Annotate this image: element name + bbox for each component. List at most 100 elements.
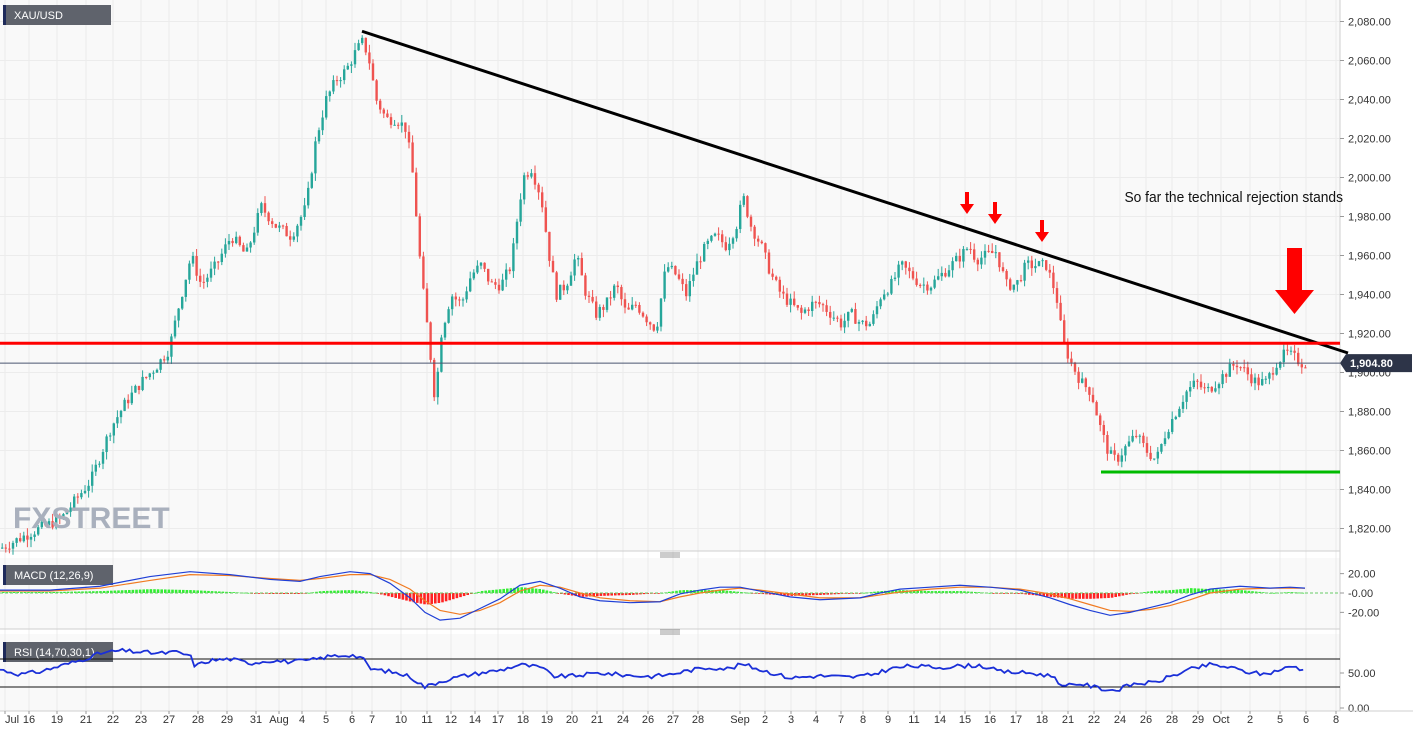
candle [404,122,407,139]
candle [1268,371,1271,385]
candle-body [357,43,360,51]
candle [209,261,213,282]
candle-body [739,204,742,230]
candle [1189,381,1192,397]
candle-body [1059,302,1062,321]
macd-bar [1215,589,1218,593]
x-tick-label: 26 [1140,714,1152,726]
macd-tick-label: 20.00 [1348,569,1376,581]
macd-bar [1038,593,1042,596]
macd-bar [225,591,228,593]
macd-bar [974,591,977,593]
macd-bar [495,589,498,593]
candle-body [152,372,155,374]
candle-body [562,284,565,291]
macd-bar [59,591,63,593]
candle-body [929,287,933,291]
candle-body [62,514,65,519]
candle [22,531,25,543]
candle-body [29,536,33,540]
candle [116,410,119,428]
y-tick-label: 2,000.00 [1348,173,1391,185]
candle-body [80,493,83,498]
candle [724,236,727,252]
candle [65,511,69,515]
candle-body [397,124,400,126]
candle [87,479,90,498]
candle [584,272,587,300]
candle-body [994,252,997,254]
macd-bar [1020,593,1024,595]
x-tick-label: 3 [788,714,794,726]
candle-body [281,225,285,227]
down-arrow-icon [1035,220,1049,242]
macd-bar [27,592,30,593]
macd-bar [876,591,880,593]
macd-bar [1092,593,1096,599]
candle [19,532,22,543]
candle [1156,447,1159,465]
candle-body [361,37,364,44]
macd-label: MACD (12,26,9) [14,570,93,582]
candle-body [87,485,90,491]
candle-body [717,233,720,235]
candle [461,297,465,307]
big-down-arrow-icon [1275,248,1314,314]
macd-bar [192,590,196,593]
macd-bar [1157,590,1161,593]
candle-body [940,272,943,277]
candle-body [33,534,36,537]
macd-bar [1179,589,1182,593]
pane-resize-handle[interactable] [660,552,680,558]
last-price-label: 1,904.80 [1350,358,1393,370]
candle [857,319,861,332]
rsi-tick-label: 50.00 [1348,668,1376,680]
candle [1048,263,1051,279]
candle [249,241,252,253]
candle-body [1279,362,1282,368]
candle [789,293,792,313]
macd-bar [1208,589,1211,593]
candle-body [879,299,882,307]
candle [321,110,324,136]
candle-body [613,285,616,298]
candle [609,290,612,306]
x-tick-label: 5 [323,714,329,726]
candle-body [965,248,969,250]
x-tick-label: 5 [1277,714,1283,726]
candle [152,370,155,380]
candle [490,278,493,283]
candle-body [1153,458,1156,460]
macd-bar [333,590,336,593]
candle [1203,382,1206,394]
candle [944,268,947,278]
macd-bar [1251,591,1254,593]
macd-bar [599,593,603,596]
candle-body [1091,394,1095,403]
candle-body [119,410,123,418]
candle [285,222,288,237]
macd-bar [671,591,675,593]
candle-body [749,216,753,227]
candle-body [105,436,108,453]
candle-body [1120,455,1123,462]
macd-bar [718,590,721,593]
candle-body [587,295,591,297]
candle [559,284,562,300]
macd-bar [927,590,930,593]
pane-resize-handle[interactable] [660,629,680,635]
macd-bar [675,590,678,593]
macd-bar [214,591,217,593]
annotation-text: So far the technical rejection stands [1124,190,1343,207]
candle-body [1289,350,1293,352]
macd-bar [272,593,275,594]
macd-bar [477,591,480,593]
macd-bar [398,593,401,599]
candle-body [811,301,814,311]
candle [591,289,594,304]
macd-bar [1254,591,1258,593]
macd-bar [1100,593,1103,599]
candle-body [983,250,987,258]
candle [220,248,223,266]
candle [1300,358,1303,374]
